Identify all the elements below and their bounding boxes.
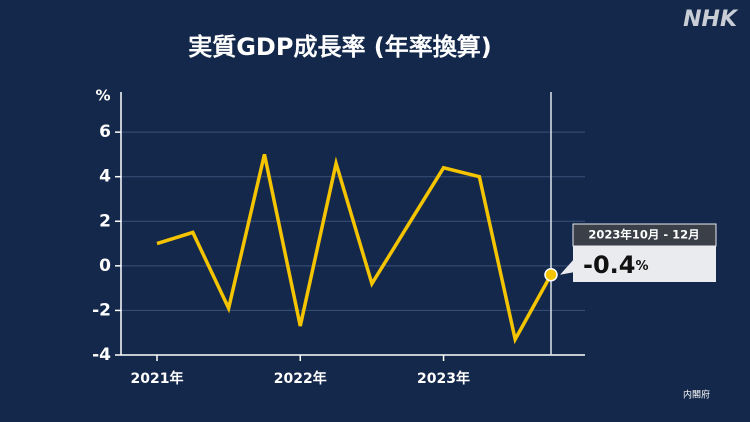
tooltip-pointer [560, 258, 575, 275]
logo: NHK [683, 7, 739, 32]
tooltip-body [573, 246, 716, 282]
y-tick-label: 6 [99, 122, 111, 142]
y-tick-label: -4 [92, 345, 111, 365]
tooltip-unit: % [635, 259, 648, 274]
data-line [156, 154, 553, 345]
y-tick-label: 0 [99, 256, 111, 276]
x-tick-label: 2022年 [274, 370, 327, 387]
tooltip-period: 2023年10月 - 12月 [588, 228, 699, 242]
highlight-point [544, 268, 558, 282]
y-axis-label: % [95, 87, 110, 105]
y-tick-label: -2 [92, 300, 111, 320]
chart-title: 実質GDP成長率 (年率換算) [188, 33, 492, 61]
tooltip-number: -0.4 [583, 251, 635, 279]
y-tick-label: 2 [99, 211, 111, 231]
y-tick-label: 4 [99, 167, 111, 187]
source: 内閣府 [683, 389, 710, 401]
tooltip-value: -0.4% [583, 251, 649, 279]
x-tick-label: 2021年 [131, 370, 184, 387]
x-tick-label: 2023年 [417, 370, 470, 387]
